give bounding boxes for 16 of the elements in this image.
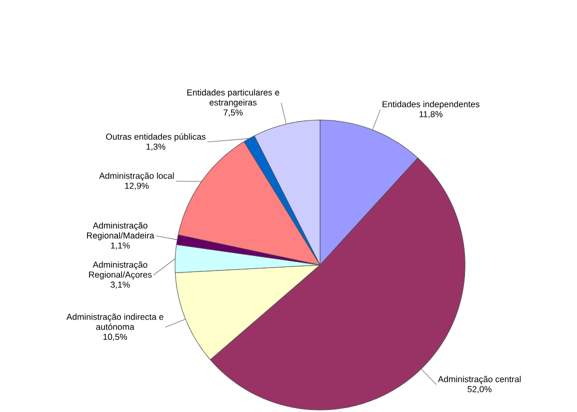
slice-label: Administração Regional/Açores [89,261,152,280]
data-label: 1,1% [111,242,130,250]
data-label: 7,5% [224,109,243,117]
slice-label: Administração Regional/Madeira [87,222,154,240]
data-label: 12,9% [125,182,149,190]
data-label: 10,5% [103,334,128,341]
slice-label: Outras entidades públicas [106,133,206,142]
data-label: 52,0% [468,386,492,394]
data-label: 11,8% [420,111,442,118]
slice-label: Entidades independentes [382,100,480,109]
data-label: 1,3% [146,144,166,151]
slice-label: Entidades particulares e estrangeiras [187,89,280,108]
slice-label: Administração central [438,376,521,384]
data-label: 3,1% [110,282,130,289]
slice-label: Administração local [99,172,174,181]
slice-label: Administração indirecta e autónoma [66,314,164,330]
